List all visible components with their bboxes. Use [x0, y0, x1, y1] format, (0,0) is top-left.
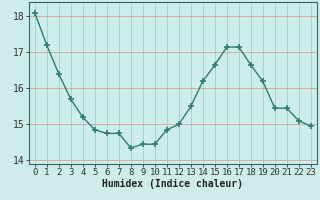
X-axis label: Humidex (Indice chaleur): Humidex (Indice chaleur): [102, 179, 243, 189]
